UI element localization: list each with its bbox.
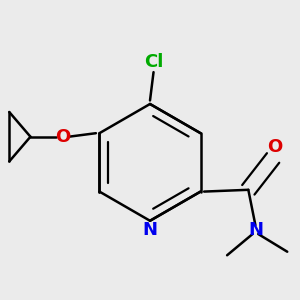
Text: O: O <box>267 138 283 156</box>
Text: Cl: Cl <box>144 52 163 70</box>
Text: N: N <box>248 221 263 239</box>
Text: O: O <box>55 128 70 146</box>
Text: N: N <box>142 220 158 238</box>
